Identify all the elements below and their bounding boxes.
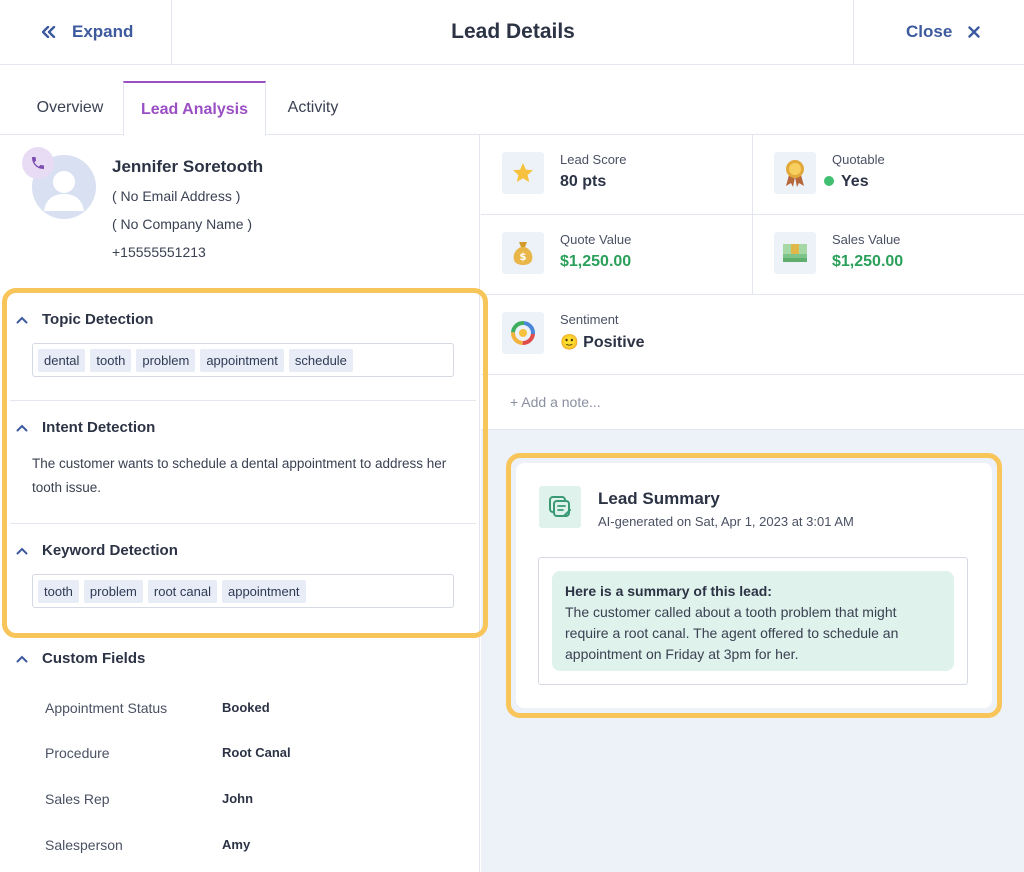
smiley-icon: 🙂 [560,334,579,351]
intent-detection-toggle[interactable]: Intent Detection [10,419,476,436]
quotable-label: Quotable [832,152,885,167]
contact-phone: +15555551213 [112,244,206,260]
close-button[interactable]: Close [853,0,1024,64]
topic-detection-title: Topic Detection [42,311,154,328]
tab-activity[interactable]: Activity [287,99,339,116]
contact-email: ( No Email Address ) [112,188,241,204]
keyword-tag: problem [83,579,143,603]
sentiment-card: Sentiment 🙂 Positive [481,295,1024,375]
custom-field-label: Procedure [45,745,110,761]
lead-score-card: Lead Score 80 pts [481,135,753,215]
chevron-up-icon [16,424,28,431]
keyword-tag: tooth [38,579,79,603]
keyword-tag-list: tooth problem root canal appointment [32,574,454,608]
intent-detection-section: Intent Detection The customer wants to s… [10,419,476,500]
intent-detection-title: Intent Detection [42,419,156,436]
quote-value-card: $ Quote Value $1,250.00 [481,215,753,295]
quote-value-label: Quote Value [560,232,632,247]
quotable-value: Yes [841,173,869,190]
sales-value-label: Sales Value [832,232,901,247]
lead-score-label: Lead Score [560,152,627,167]
lead-summary-card: Lead Summary AI-generated on Sat, Apr 1,… [516,463,992,708]
topic-tag: appointment [200,348,284,372]
avatar [32,155,96,219]
summary-heading: Here is a summary of this lead: [565,583,772,599]
star-icon [502,152,544,194]
chevron-up-icon [16,655,28,662]
intent-text: The customer wants to schedule a dental … [32,456,447,495]
custom-field-label: Appointment Status [45,700,168,716]
custom-field-value: Root Canal [222,745,291,760]
sentiment-ring-icon [502,312,544,354]
keyword-tag: root canal [147,579,217,603]
keyword-detection-section: Keyword Detection tooth problem root can… [10,542,476,608]
add-note-input[interactable]: + Add a note... [481,375,1024,430]
topic-detection-section: Topic Detection dental tooth problem app… [10,311,476,377]
summary-body: The customer called about a tooth proble… [565,604,899,662]
expand-label: Expand [72,22,134,41]
tab-bar: Overview Lead Analysis Activity [0,65,1024,136]
summary-highlight-outline [506,453,1002,718]
chevron-up-icon [16,547,28,554]
page-title: Lead Details [451,20,575,43]
analysis-highlight-outline [2,288,488,638]
custom-field-value: Amy [222,837,251,852]
divider [10,400,476,401]
summary-box: Here is a summary of this lead: The cust… [538,557,968,685]
topic-tag: problem [136,348,196,372]
sales-value-card: Sales Value $1,250.00 [753,215,1024,295]
sentiment-value: Positive [583,334,645,351]
double-chevron-left-icon [42,26,56,38]
topic-tag-list: dental tooth problem appointment schedul… [32,343,454,377]
status-dot-icon [824,176,834,186]
topic-tag: schedule [288,348,353,372]
summary-timestamp: AI-generated on Sat, Apr 1, 2023 at 3:01… [598,514,854,529]
tab-lead-analysis[interactable]: Lead Analysis [123,81,266,136]
header-bar: Expand Lead Details Close [0,0,1024,65]
topic-detection-toggle[interactable]: Topic Detection [10,311,476,328]
sentiment-value-wrap: 🙂 Positive [560,333,645,352]
chevron-up-icon [16,316,28,323]
quote-value-amount: $1,250.00 [560,253,632,270]
custom-fields-toggle[interactable]: Custom Fields [10,650,476,667]
contact-company: ( No Company Name ) [112,216,253,232]
cash-stack-icon [774,232,816,274]
topic-tag: tooth [90,348,132,372]
close-label: Close [906,22,953,41]
user-silhouette-icon [44,171,84,211]
keyword-tag: appointment [221,579,306,603]
phone-badge [22,147,54,179]
custom-field-label: Sales Rep [45,791,110,807]
award-ribbon-icon [774,152,816,194]
tab-overview[interactable]: Overview [36,99,104,116]
quotable-card: Quotable Yes [753,135,1024,215]
left-panel: Jennifer Soretooth ( No Email Address ) … [0,135,480,872]
expand-button[interactable]: Expand [0,0,172,64]
money-bag-icon: $ [502,232,544,274]
custom-fields-section: Custom Fields [10,650,476,667]
close-icon [968,26,980,38]
sentiment-label: Sentiment [560,312,619,327]
contact-name: Jennifer Soretooth [112,157,264,176]
summary-title: Lead Summary [598,489,720,508]
keyword-detection-title: Keyword Detection [42,542,178,559]
custom-field-value: John [222,791,254,806]
phone-icon [32,157,44,169]
quotable-value-wrap: Yes [823,173,869,191]
svg-text:$: $ [520,252,527,263]
topic-tag: dental [38,348,86,372]
lead-score-value: 80 pts [560,173,607,190]
custom-field-value: Booked [222,700,270,715]
custom-field-label: Salesperson [45,837,123,853]
sales-value-amount: $1,250.00 [832,253,904,270]
divider [10,523,476,524]
summary-bubble: Here is a summary of this lead: The cust… [552,571,954,671]
summary-notes-icon [539,486,581,528]
keyword-detection-toggle[interactable]: Keyword Detection [10,542,476,559]
custom-fields-title: Custom Fields [42,650,146,667]
